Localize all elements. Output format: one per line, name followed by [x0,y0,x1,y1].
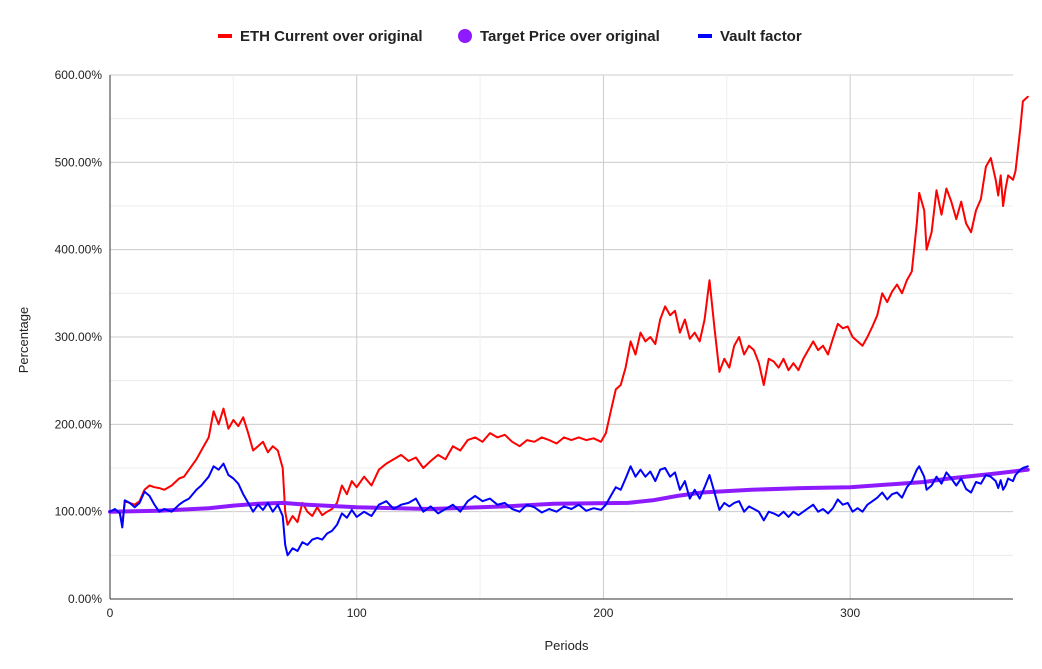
y-tick-label: 100.00% [55,505,103,519]
legend-item-vault-factor[interactable]: Vault factor [698,28,802,45]
legend-label-vault-factor: Vault factor [720,28,802,45]
legend-label-eth-current: ETH Current over original [240,28,423,45]
x-tick-label: 300 [840,606,860,620]
x-tick-label: 0 [107,606,114,620]
y-tick-label: 500.00% [55,155,103,169]
legend-item-eth-current[interactable]: ETH Current over original [218,28,423,45]
gridlines [109,74,1013,600]
legend-marker-target-price [458,29,472,43]
legend-marker-vault-factor [698,34,712,38]
y-tick-label: 300.00% [55,330,103,344]
y-tick-label: 0.00% [68,592,102,606]
x-tick-label: 200 [593,606,613,620]
tick-labels: 0.00% 100.00% 200.00% 300.00% 400.00% 500.00%… [55,68,861,620]
legend-item-target-price[interactable]: Target Price over original [458,28,660,45]
series-line-1 [108,467,1030,514]
y-tick-label: 200.00% [55,417,103,431]
series-layer [108,95,1030,557]
legend-label-target-price: Target Price over original [480,28,660,45]
y-tick-label: 600.00% [55,68,103,82]
legend: ETH Current over original Target Price o… [218,28,802,45]
series-line-2 [109,462,1029,557]
x-tick-label: 100 [347,606,367,620]
legend-marker-eth-current [218,34,232,38]
y-axis-title: Percentage [16,307,31,374]
series-line-0 [109,95,1029,526]
x-axis-title: Periods [544,638,589,653]
y-tick-label: 400.00% [55,243,103,257]
